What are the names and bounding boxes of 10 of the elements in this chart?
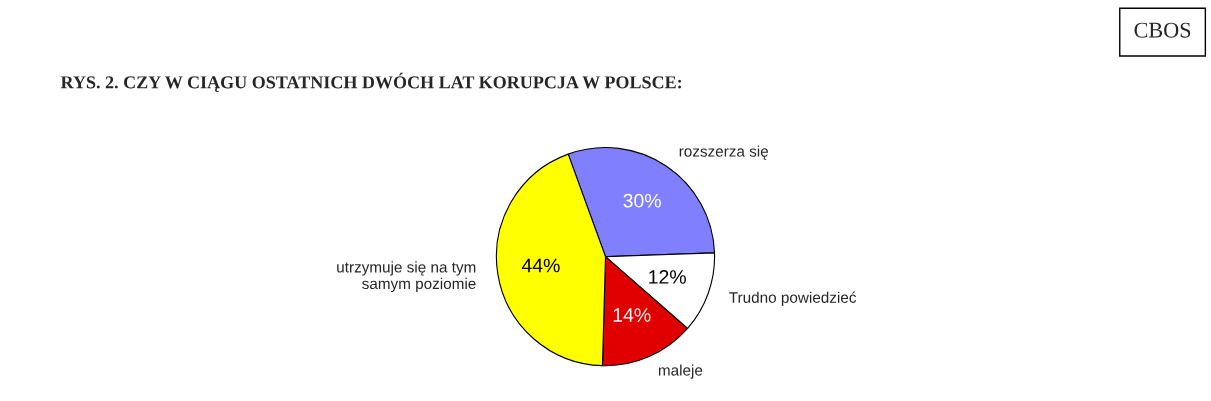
slice-label: Trudno powiedzieć [729, 291, 857, 306]
data-label: 12% [649, 270, 686, 284]
slice-label: utrzymuje się na tym samym poziomie [337, 261, 476, 293]
slice-label: maleje [658, 364, 703, 379]
data-label: 30% [623, 193, 661, 208]
slice-label: rozszerza się [679, 145, 769, 160]
data-label: 44% [521, 258, 560, 273]
data-label: 14% [613, 308, 651, 322]
chart-title: RYS. 2. CZY W CIĄGU OSTATNICH DWÓCH LAT KORUPCJA W POLSCE: [60, 72, 682, 93]
text: CBOS [1134, 22, 1191, 38]
